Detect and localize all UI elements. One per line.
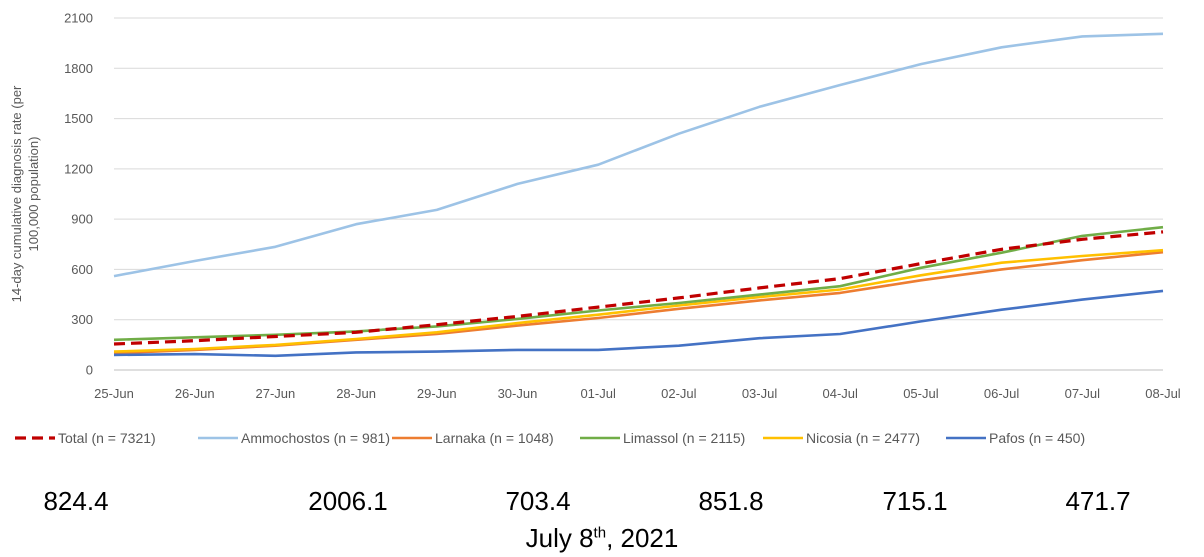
- y-tick-label: 1200: [64, 161, 93, 176]
- x-tick-label: 08-Jul: [1145, 386, 1181, 401]
- y-tick-label: 600: [71, 262, 93, 277]
- legend-label: Pafos (n = 450): [989, 430, 1085, 446]
- legend-label: Larnaka (n = 1048): [435, 430, 554, 446]
- series-line: [113, 230, 1164, 346]
- y-axis-label: 14-day cumulative diagnosis rate (per 100…: [9, 85, 41, 302]
- series-line: [113, 225, 1164, 342]
- x-tick-label: 27-Jun: [256, 386, 296, 401]
- x-axis-ticks: 25-Jun 26-Jun 27-Jun 28-Jun 29-Jun 30-Jun 01-J…: [94, 386, 1181, 401]
- total-value: 715.1: [882, 486, 948, 516]
- gridlines: [114, 17, 1163, 371]
- series-line: [113, 32, 1164, 278]
- legend-label: Nicosia (n = 2477): [806, 430, 920, 446]
- totals-row: 824.4 2006.1 703.4 851.8 715.1 471.7: [0, 486, 1204, 522]
- series-line: [113, 289, 1164, 358]
- y-tick-label: 1500: [64, 111, 93, 126]
- x-tick-label: 30-Jun: [498, 386, 538, 401]
- total-value: 471.7: [1065, 486, 1131, 516]
- date-prefix: July 8: [525, 523, 594, 553]
- x-tick-label: 07-Jul: [1065, 386, 1101, 401]
- legend-label: Limassol (n = 2115): [623, 430, 745, 446]
- x-tick-label: 06-Jul: [984, 386, 1020, 401]
- x-tick-label: 05-Jul: [903, 386, 939, 401]
- date-label: July 8th, 2021: [0, 523, 1204, 554]
- legend: Total (n = 7321) Ammochostos (n = 981) Lar…: [15, 430, 1085, 446]
- x-tick-label: 02-Jul: [661, 386, 697, 401]
- y-axis-label-line: 14-day cumulative diagnosis rate (per: [9, 85, 24, 302]
- total-value: 851.8: [698, 486, 764, 516]
- y-tick-label: 2100: [64, 11, 93, 26]
- y-axis-label-line: 100,000 population): [26, 137, 41, 252]
- x-tick-label: 04-Jul: [823, 386, 859, 401]
- x-tick-label: 28-Jun: [336, 386, 376, 401]
- y-tick-label: 1800: [64, 61, 93, 76]
- y-tick-label: 0: [86, 363, 93, 378]
- date-year: , 2021: [606, 523, 679, 553]
- series-line: [113, 248, 1164, 353]
- x-tick-label: 01-Jul: [580, 386, 616, 401]
- y-axis-ticks: 0 300 600 900 1200 1500 1800 2100: [64, 11, 93, 378]
- x-tick-label: 03-Jul: [742, 386, 778, 401]
- x-tick-label: 29-Jun: [417, 386, 457, 401]
- legend-label: Ammochostos (n = 981): [241, 430, 390, 446]
- y-tick-label: 900: [71, 212, 93, 227]
- series-lines: [113, 32, 1164, 358]
- date-suffix-ordinal: th: [593, 524, 607, 542]
- x-tick-label: 25-Jun: [94, 386, 134, 401]
- legend-label: Total (n = 7321): [58, 430, 156, 446]
- y-tick-label: 300: [71, 312, 93, 327]
- total-value: 703.4: [505, 486, 571, 516]
- x-tick-label: 26-Jun: [175, 386, 215, 401]
- total-value: 2006.1: [308, 486, 388, 516]
- total-value: 824.4: [43, 486, 109, 516]
